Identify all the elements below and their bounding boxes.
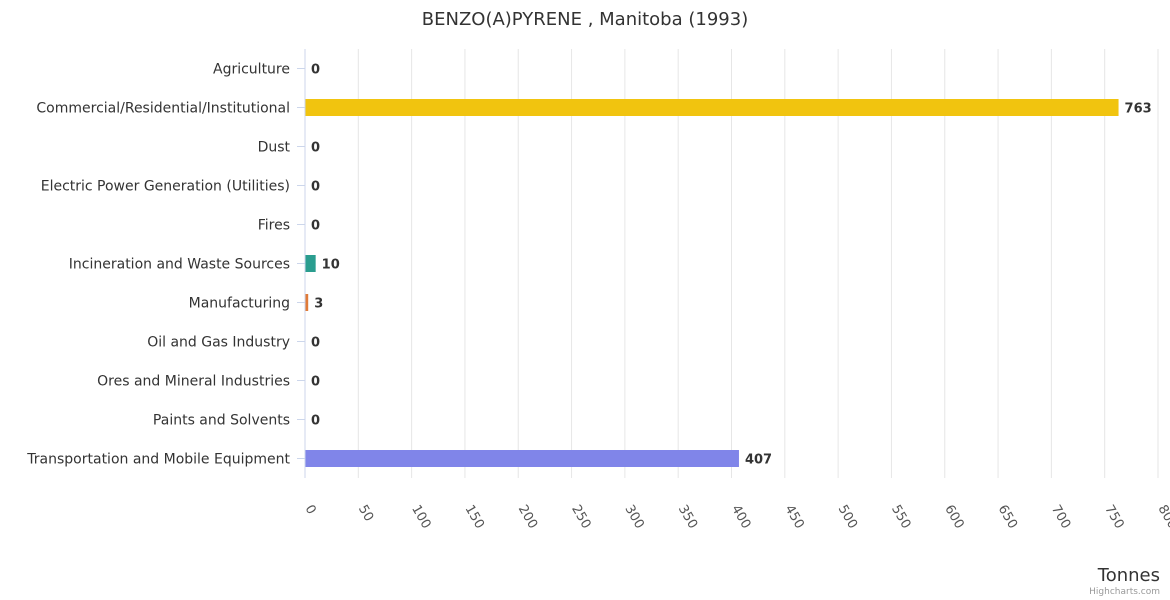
category-label: Commercial/Residential/Institutional [36, 101, 290, 117]
x-tick-label: 200 [515, 503, 540, 532]
x-tick-label: 550 [888, 503, 913, 532]
data-labels: 0 763 0 0 0 10 3 0 0 0 407 [311, 63, 1152, 468]
x-tick-label: 400 [728, 503, 753, 532]
data-label: 407 [745, 453, 772, 468]
x-tick-label: 650 [995, 503, 1020, 532]
data-label: 0 [311, 375, 320, 390]
x-tick-label: 600 [941, 503, 966, 532]
category-labels: Agriculture Commercial/Residential/Instit… [26, 62, 305, 468]
x-tick-label: 700 [1048, 503, 1073, 532]
category-label: Manufacturing [189, 296, 290, 312]
x-tick-label: 250 [568, 503, 593, 532]
x-tick-label: 750 [1101, 503, 1126, 532]
category-label: Incineration and Waste Sources [69, 257, 290, 273]
x-tick-label: 300 [621, 503, 646, 532]
chart-title: BENZO(A)PYRENE , Manitoba (1993) [422, 9, 748, 30]
bar[interactable] [305, 99, 1119, 116]
data-label: 3 [314, 297, 323, 312]
category-label: Dust [258, 140, 291, 156]
data-label: 0 [311, 219, 320, 234]
category-label: Ores and Mineral Industries [97, 374, 290, 390]
data-label: 763 [1125, 102, 1152, 117]
x-tick-label: 0 [302, 503, 319, 518]
data-label: 0 [311, 336, 320, 351]
data-label: 0 [311, 63, 320, 78]
x-tick-label: 350 [675, 503, 700, 532]
value-axis-title: Tonnes [1097, 565, 1160, 586]
category-label: Agriculture [213, 62, 290, 78]
category-label: Paints and Solvents [153, 413, 290, 429]
data-label: 0 [311, 414, 320, 429]
category-label: Oil and Gas Industry [147, 335, 290, 351]
gridlines [357, 49, 1159, 478]
bar[interactable] [305, 255, 316, 272]
bars [305, 99, 1119, 467]
x-tick-label: 450 [781, 503, 806, 532]
bar[interactable] [305, 294, 309, 311]
x-axis-ticks: 0 50 100 150 200 250 300 350 400 450 500 550 600 650 7… [302, 503, 1170, 532]
category-label: Transportation and Mobile Equipment [26, 452, 290, 468]
x-tick-label: 150 [461, 503, 486, 532]
credits-link[interactable]: Highcharts.com [1089, 587, 1160, 597]
bar[interactable] [305, 450, 739, 467]
x-tick-label: 100 [408, 503, 433, 532]
data-label: 10 [322, 258, 340, 273]
data-label: 0 [311, 180, 320, 195]
x-tick-label: 50 [355, 503, 376, 525]
data-label: 0 [311, 141, 320, 156]
category-label: Fires [258, 218, 290, 234]
x-tick-label: 800 [1155, 503, 1170, 532]
category-label: Electric Power Generation (Utilities) [41, 179, 290, 195]
x-tick-label: 500 [835, 503, 860, 532]
